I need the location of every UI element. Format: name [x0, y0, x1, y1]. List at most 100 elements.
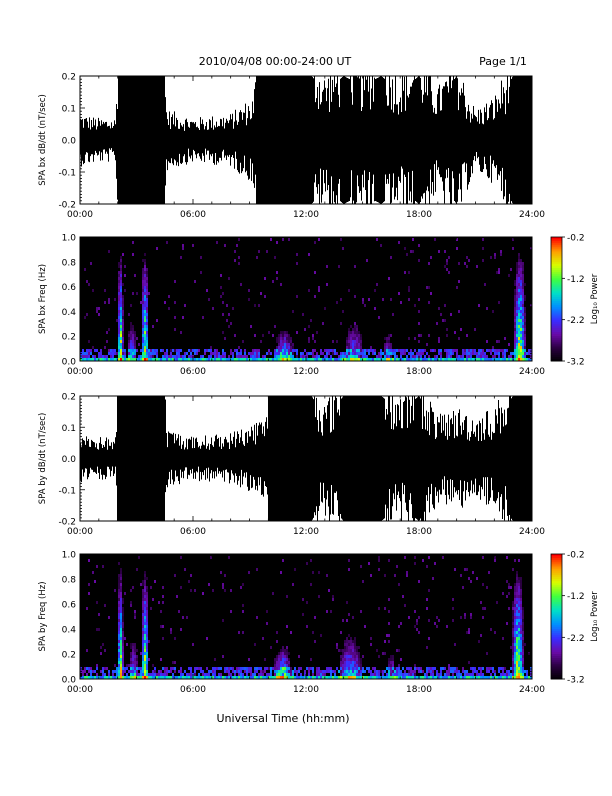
by-spectrogram-cell — [348, 655, 350, 658]
bx-spectrogram-cell — [132, 328, 134, 331]
by-spectrogram-cell — [350, 670, 352, 673]
by-spectrogram-cell — [522, 622, 524, 625]
colorbar-segment — [551, 294, 562, 298]
by-spectrogram-cell — [514, 610, 516, 613]
by-spectrogram-cell — [386, 673, 388, 676]
bx-spectrogram-cell — [162, 349, 164, 352]
bx-spectrogram-cell — [410, 250, 412, 253]
bx-spectrogram-cell — [132, 355, 134, 358]
bx-spectrogram-cell — [144, 355, 146, 358]
by-spectrogram-cell — [84, 667, 86, 670]
by-spectrogram-cell — [252, 673, 254, 676]
by-spectrogram-cell — [88, 592, 90, 595]
bx-spectrogram-cell — [198, 349, 200, 352]
bx-waveform-x-ticks — [79, 76, 533, 204]
by-spectrogram-cell — [164, 676, 166, 679]
by-spectrogram-cell — [354, 646, 356, 649]
by-spectrogram-cell — [514, 598, 516, 601]
bx-spectrogram-cell — [358, 343, 360, 346]
by-spectrogram-cell — [104, 649, 106, 652]
bx-spectrogram-cell — [216, 358, 218, 361]
by-spectrogram-cell — [516, 628, 518, 631]
by-spectrogram-cell — [226, 676, 228, 679]
by-spectrogram-cell — [468, 676, 470, 679]
by-spectrogram-cell — [282, 676, 284, 679]
bx-spectrogram-cell — [322, 352, 324, 355]
by-spectrogram-cell — [486, 586, 488, 589]
bx-spectrogram-cell — [524, 307, 526, 310]
bx-spectrogram-cell — [286, 355, 288, 358]
by-spectrogram-cell — [312, 676, 314, 679]
bx-spectrogram-cell — [394, 358, 396, 361]
bx-spectrogram-cell — [240, 349, 242, 352]
bx-spectrogram-cell — [486, 355, 488, 358]
bx-spectrogram-cell — [432, 358, 434, 361]
bx-spectrogram-cell — [364, 358, 366, 361]
bx-spectrogram-cell — [520, 298, 522, 301]
by-spectrogram-cell — [346, 673, 348, 676]
colorbar-segment — [551, 255, 562, 259]
by-spectrogram-cell — [516, 607, 518, 610]
bx-spectrogram-cell — [120, 334, 122, 337]
by-spectrogram-cell — [106, 676, 108, 679]
bx-spectrogram-cell — [160, 349, 162, 352]
by-spectrogram-cell — [514, 607, 516, 610]
bx-spectrogram-cell — [518, 268, 520, 271]
bx-spectrogram-cell — [384, 355, 386, 358]
bx-spectrogram-cell — [430, 358, 432, 361]
y-tick-label: -0.2 — [58, 518, 76, 528]
bx-spectrogram-cell — [362, 352, 364, 355]
bx-spectrogram-cell — [438, 307, 440, 310]
by-spectrogram-cell — [516, 604, 518, 607]
by-spectrogram-cell — [322, 676, 324, 679]
bx-spectrogram-cell — [368, 352, 370, 355]
by-spectrogram-cell — [108, 673, 110, 676]
bx-spectrogram-cell — [518, 256, 520, 259]
bx-spectrogram-cell — [260, 340, 262, 343]
bx-spectrogram-cell — [396, 358, 398, 361]
bx-spectrogram-cell — [312, 334, 314, 337]
by-spectrogram-cell — [162, 673, 164, 676]
bx-spectrogram-cell — [496, 358, 498, 361]
bx-spectrogram-cell — [518, 322, 520, 325]
by-spectrogram-cell — [328, 676, 330, 679]
bx-spectrogram-cell — [458, 337, 460, 340]
bx-spectrogram-cell — [520, 295, 522, 298]
by-spectrogram-cell — [152, 673, 154, 676]
bx-spectrogram-cell — [284, 358, 286, 361]
bx-spectrogram-cell — [96, 358, 98, 361]
by-spectrogram-cell — [378, 673, 380, 676]
by-spectrogram-cell — [306, 562, 308, 565]
by-spectrogram-cell — [266, 610, 268, 613]
by-spectrogram-cell — [426, 565, 428, 568]
bx-spectrogram-cell — [270, 238, 272, 241]
bx-spectrogram-cell — [514, 295, 516, 298]
by-spectrogram-cell — [516, 676, 518, 679]
bx-spectrogram-cell — [152, 325, 154, 328]
bx-spectrogram-cell — [244, 352, 246, 355]
by-spectrogram-cell — [520, 619, 522, 622]
by-spectrogram-cell — [142, 601, 144, 604]
by-spectrogram-cell — [122, 673, 124, 676]
by-spectrogram-cell — [150, 607, 152, 610]
bx-spectrogram-cell — [468, 358, 470, 361]
bx-spectrogram-cell — [518, 295, 520, 298]
bx-spectrogram-cell — [190, 349, 192, 352]
bx-spectrogram-cell — [378, 358, 380, 361]
bx-spectrogram-cell — [280, 355, 282, 358]
bx-spectrogram-cell — [418, 244, 420, 247]
bx-spectrogram-cell — [518, 307, 520, 310]
by-spectrogram-cell — [288, 667, 290, 670]
by-spectrogram-cell — [512, 661, 514, 664]
by-spectrogram-cell — [512, 667, 514, 670]
x-tick-label: 06:00 — [180, 685, 206, 695]
bx-spectrogram-cell — [520, 349, 522, 352]
bx-spectrogram-cell — [340, 355, 342, 358]
by-spectrogram-cell — [516, 622, 518, 625]
colorbar-segment — [551, 336, 562, 339]
bx-spectrogram-cell — [522, 346, 524, 349]
bx-spectrogram-cell — [208, 349, 210, 352]
bx-spectrogram-cell — [446, 352, 448, 355]
bx-spectrogram-cell — [498, 268, 500, 271]
by-spectrogram-cell — [128, 676, 130, 679]
